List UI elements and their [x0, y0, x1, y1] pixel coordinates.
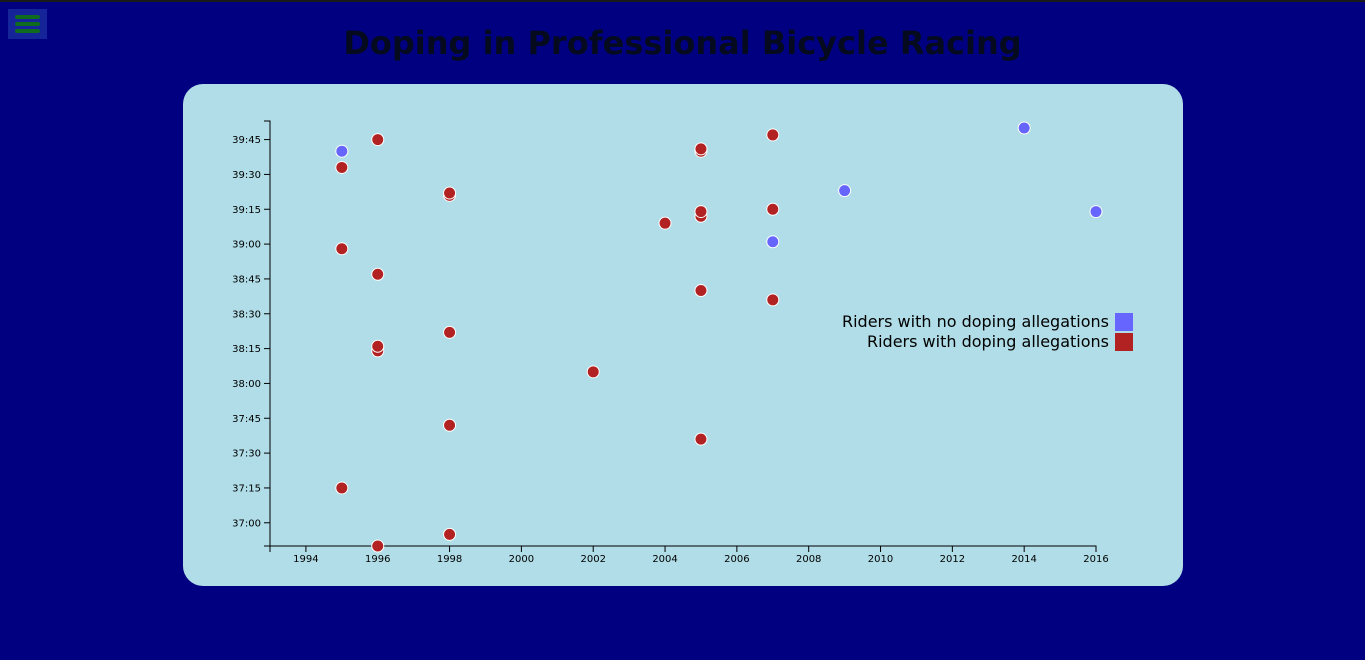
y-tick: 38:45 [232, 274, 270, 285]
chart-card: 39:45 39:30 39:15 39:00 38:45 38:30 38:15 38:00… [183, 84, 1183, 586]
data-point[interactable] [335, 481, 349, 495]
legend-item: Riders with doping allegations [867, 332, 1133, 351]
y-tick: 39:00 [232, 240, 270, 251]
data-point[interactable] [1017, 121, 1031, 135]
x-tick-label: 1998 [437, 554, 462, 565]
data-point[interactable] [371, 339, 385, 353]
y-tick-label: 39:15 [232, 205, 261, 216]
x-tick: 1994 [293, 546, 319, 565]
data-point[interactable] [766, 128, 780, 142]
data-point[interactable] [694, 142, 708, 156]
x-tick: 2014 [1011, 546, 1037, 565]
y-axis: 39:45 39:30 39:15 39:00 38:45 38:30 38:15 38:00… [232, 120, 271, 547]
x-tick-label: 2004 [652, 554, 677, 565]
x-tick-label: 1996 [365, 554, 390, 565]
y-tick: 37:45 [232, 414, 270, 425]
data-point[interactable] [335, 160, 349, 174]
x-tick-label: 2008 [796, 554, 821, 565]
x-tick-label: 1994 [293, 554, 318, 565]
hamburger-icon[interactable] [8, 9, 47, 39]
legend: Riders with no doping allegationsRiders … [842, 312, 1133, 351]
y-tick: 37:00 [232, 518, 270, 529]
x-tick: 2008 [796, 546, 821, 565]
y-tick-label: 39:45 [232, 135, 261, 146]
x-tick-label: 2014 [1011, 554, 1036, 565]
y-tick: 38:00 [232, 379, 270, 390]
data-point[interactable] [1089, 205, 1103, 219]
top-border [0, 0, 1365, 2]
x-tick-label: 2002 [580, 554, 605, 565]
x-tick: 2012 [940, 546, 965, 565]
y-tick-label: 37:15 [232, 483, 261, 494]
data-point[interactable] [658, 216, 672, 230]
x-tick: 1998 [437, 546, 462, 565]
y-tick-label: 37:30 [232, 449, 261, 460]
x-tick: 2010 [868, 546, 893, 565]
data-point[interactable] [838, 184, 852, 198]
data-point[interactable] [694, 205, 708, 219]
y-tick: 39:45 [232, 135, 270, 146]
y-tick: 39:30 [232, 170, 270, 181]
legend-swatch [1115, 313, 1133, 331]
x-tick-label: 2012 [940, 554, 965, 565]
y-tick-label: 37:00 [232, 518, 261, 529]
x-tick: 2002 [580, 546, 606, 565]
y-axis-line [264, 120, 271, 547]
x-tick-label: 2000 [509, 554, 534, 565]
data-point[interactable] [766, 235, 780, 249]
x-tick: 2006 [724, 546, 750, 565]
x-tick-label: 2006 [724, 554, 749, 565]
legend-label: Riders with no doping allegations [842, 312, 1109, 331]
y-tick: 37:30 [232, 449, 270, 460]
y-tick-label: 39:00 [232, 240, 261, 251]
data-point[interactable] [766, 202, 780, 216]
legend-swatch [1115, 333, 1133, 351]
y-tick-label: 37:45 [232, 414, 261, 425]
data-point[interactable] [766, 293, 780, 307]
y-tick: 38:15 [232, 344, 270, 355]
x-tick-label: 2016 [1083, 554, 1108, 565]
data-point[interactable] [443, 527, 457, 541]
data-point[interactable] [371, 267, 385, 281]
x-axis: 1994 1996 1998 2000 2002 2004 2006 2008 2010 2012… [269, 545, 1109, 565]
y-tick: 38:30 [232, 309, 270, 320]
x-axis-line [269, 545, 1097, 552]
data-point[interactable] [443, 418, 457, 432]
legend-item: Riders with no doping allegations [842, 312, 1133, 331]
legend-label: Riders with doping allegations [867, 332, 1109, 351]
y-tick-label: 38:15 [232, 344, 261, 355]
x-tick: 2004 [652, 546, 678, 565]
y-tick: 39:15 [232, 205, 270, 216]
y-tick-label: 38:45 [232, 274, 261, 285]
y-tick: 37:15 [232, 483, 270, 494]
x-tick: 2000 [509, 546, 534, 565]
y-tick-label: 38:00 [232, 379, 261, 390]
data-points [335, 121, 1103, 553]
data-point[interactable] [371, 133, 385, 147]
data-point[interactable] [694, 284, 708, 298]
data-point[interactable] [443, 325, 457, 339]
data-point[interactable] [335, 144, 349, 158]
scatter-chart: 39:45 39:30 39:15 39:00 38:45 38:30 38:15 38:00… [232, 120, 1133, 565]
y-tick-label: 38:30 [232, 309, 261, 320]
y-tick-label: 39:30 [232, 170, 261, 181]
x-tick-label: 2010 [868, 554, 893, 565]
data-point[interactable] [335, 242, 349, 256]
data-point[interactable] [371, 539, 385, 553]
x-tick: 2016 [1083, 546, 1109, 565]
data-point[interactable] [586, 365, 600, 379]
data-point[interactable] [443, 186, 457, 200]
data-point[interactable] [694, 432, 708, 446]
page-title: Doping in Professional Bicycle Racing [343, 24, 1022, 62]
